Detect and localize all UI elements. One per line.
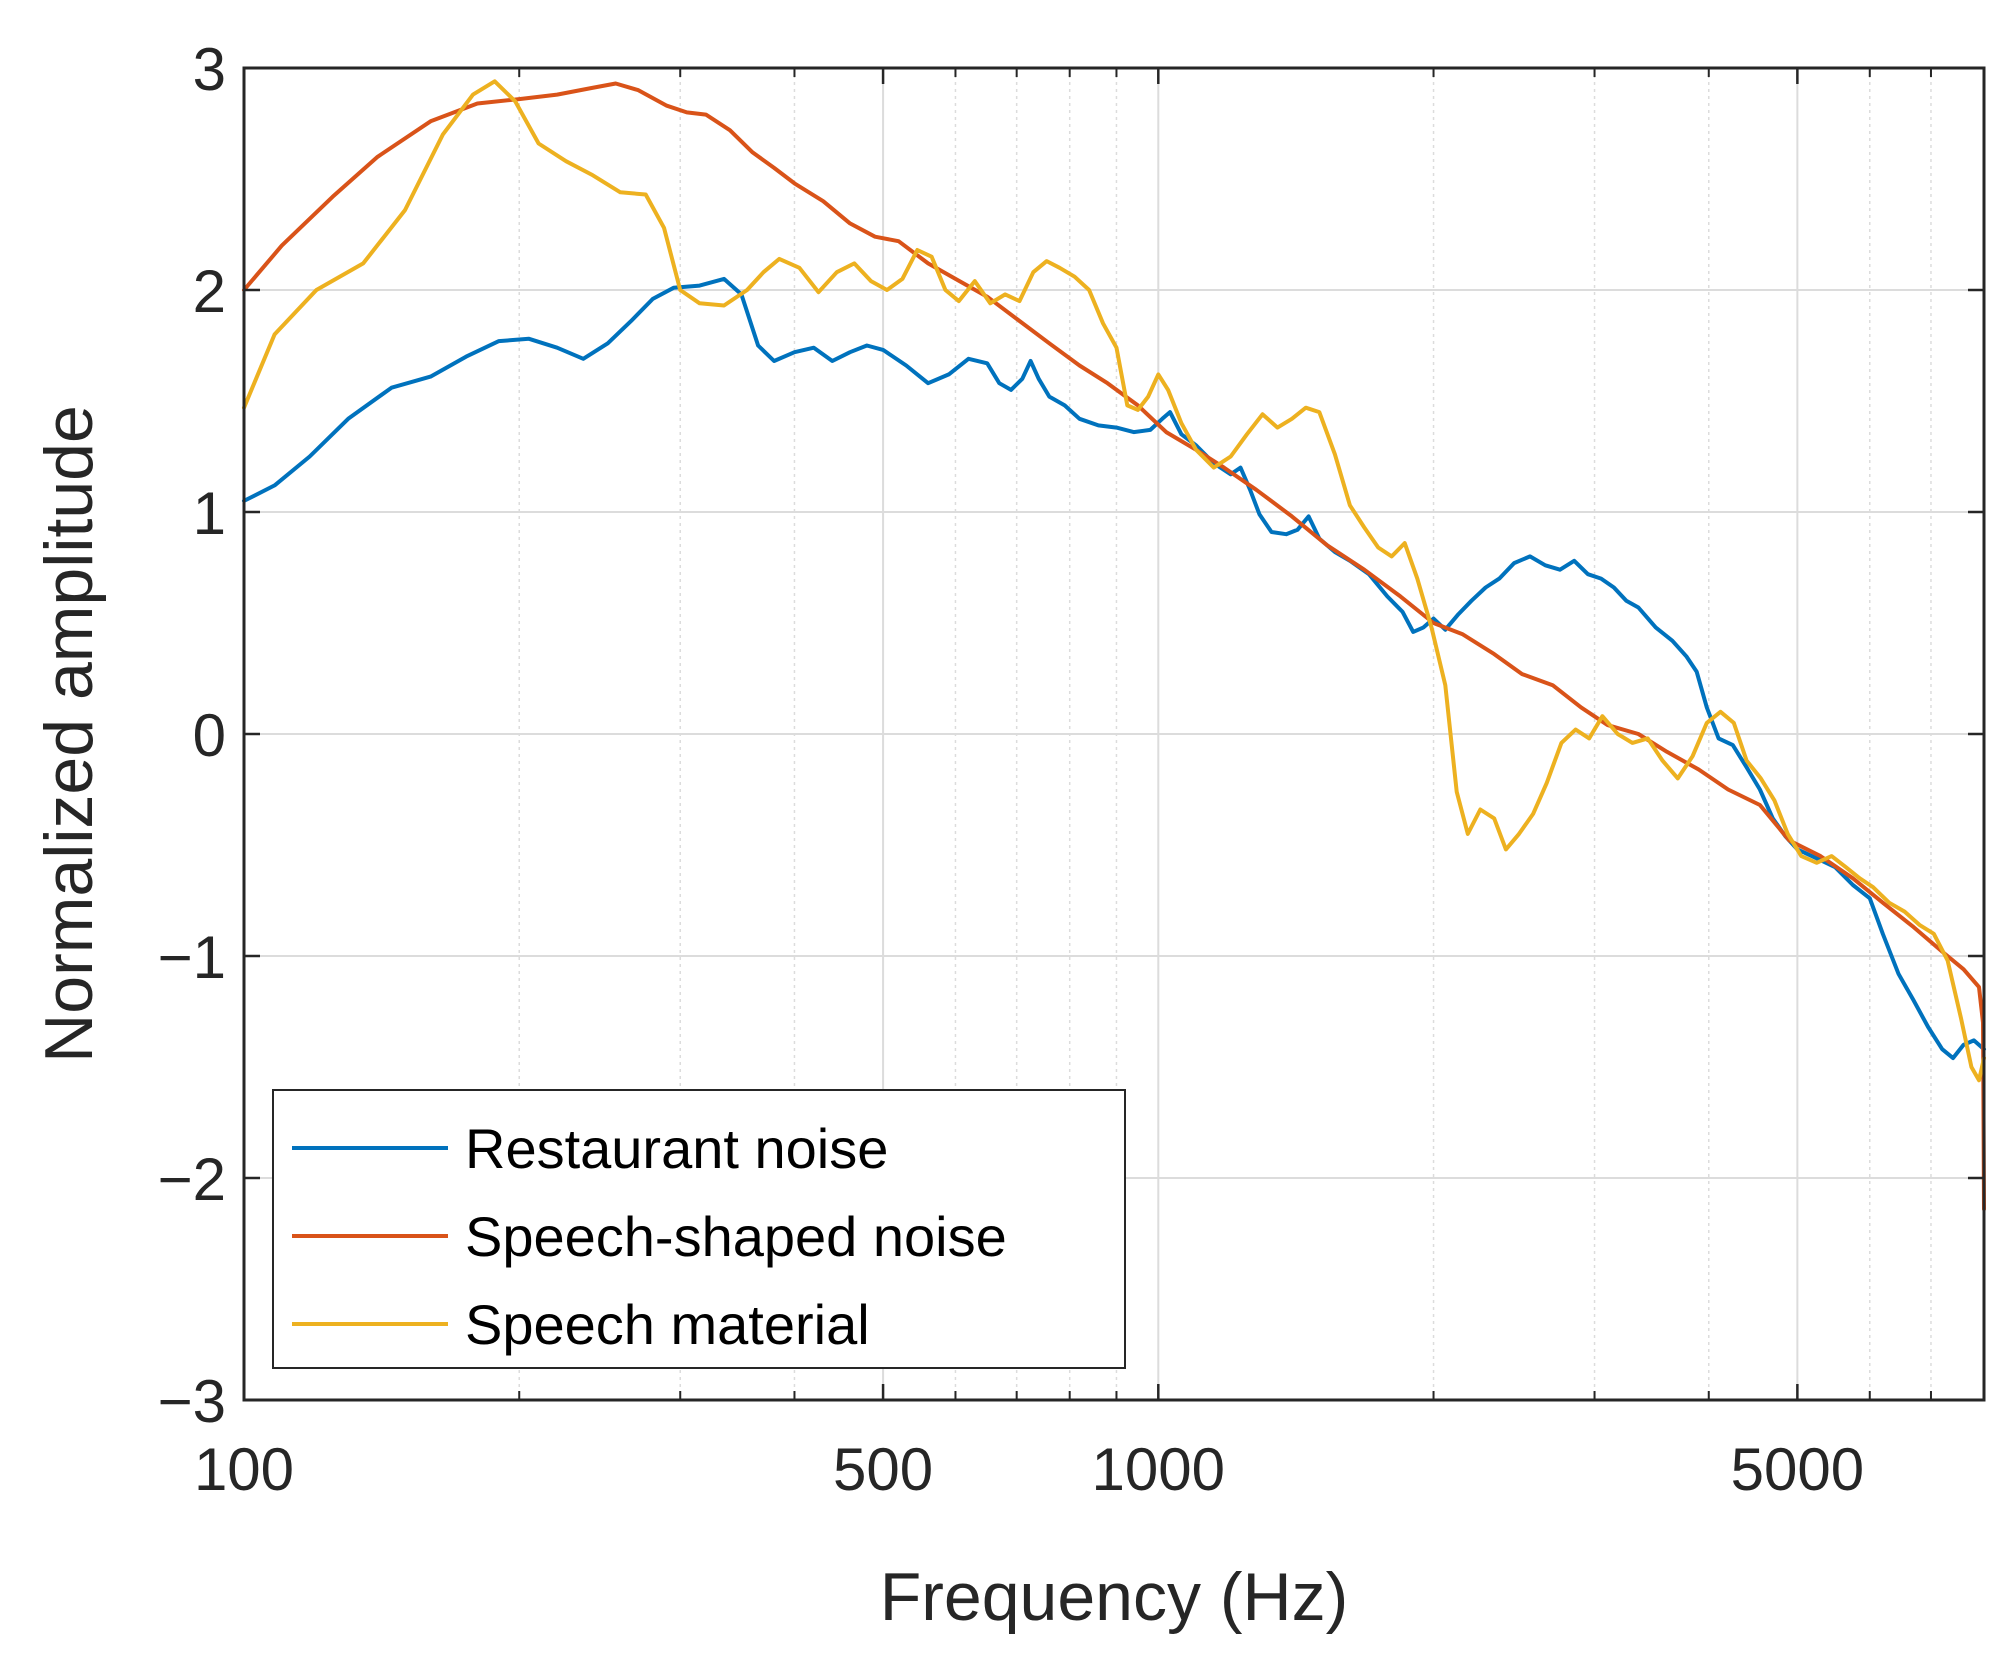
x-tick-label: 1000 (1092, 1436, 1225, 1503)
x-tick-label: 500 (833, 1436, 933, 1503)
x-tick-label: 5000 (1731, 1436, 1864, 1503)
y-tick-label: 3 (193, 36, 226, 103)
series-line-1 (242, 276, 1986, 1061)
y-tick-label: 0 (193, 702, 226, 769)
y-tick-label: −2 (158, 1146, 226, 1213)
x-axis-title: Frequency (Hz) (880, 1559, 1349, 1635)
x-tick-label: 100 (194, 1436, 294, 1503)
y-tick-label: 1 (193, 480, 226, 547)
series-line-2 (242, 81, 1986, 1212)
legend-box (272, 1089, 1126, 1369)
series-lines (242, 79, 1986, 1212)
legend-label-3: Speech material (465, 1293, 870, 1356)
legend: Restaurant noise Speech-shaped noise Speec… (272, 1089, 1126, 1369)
axis-ticks (242, 66, 1985, 1402)
y-axis-title: Normalized amplitude (31, 405, 107, 1063)
series-line-3 (242, 79, 1986, 1083)
legend-label-1: Restaurant noise (465, 1117, 888, 1180)
tick-labels: 100 500 1000 5000 −3 −2 −1 0 1 2 3 (158, 36, 1865, 1503)
y-tick-label: 2 (193, 258, 226, 325)
y-tick-label: −3 (158, 1368, 226, 1435)
y-tick-label: −1 (158, 924, 226, 991)
legend-label-2: Speech-shaped noise (465, 1205, 1007, 1268)
